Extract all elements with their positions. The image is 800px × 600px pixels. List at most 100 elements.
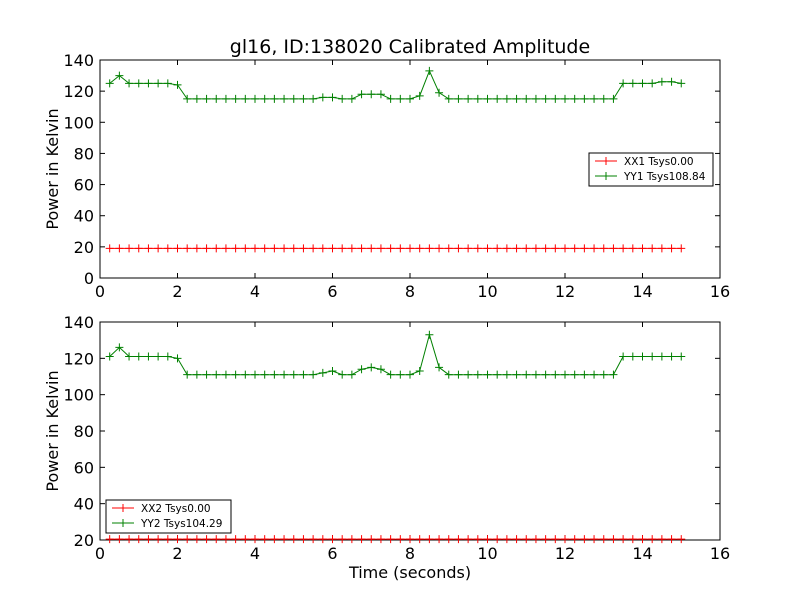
data-point-marker (502, 244, 511, 253)
data-point-marker (251, 535, 259, 544)
data-point-marker (667, 535, 676, 544)
data-point-marker (638, 352, 647, 361)
legend-swatch-marker (602, 172, 610, 180)
data-point-marker (493, 244, 502, 253)
data-point-marker (192, 244, 201, 253)
y-tick-label: 140 (63, 313, 94, 332)
data-point-marker (522, 244, 531, 253)
data-point-marker (570, 535, 579, 544)
y-tick-label: 40 (74, 495, 94, 514)
data-point-marker (512, 370, 521, 379)
data-point-marker (425, 330, 434, 339)
data-point-marker (406, 370, 414, 379)
data-point-marker (638, 244, 647, 253)
data-point-marker (628, 244, 637, 253)
x-tick-label: 8 (405, 282, 415, 301)
data-point-marker (376, 244, 385, 253)
data-point-marker (251, 370, 259, 379)
x-tick-label: 8 (405, 544, 415, 563)
data-point-marker (134, 352, 143, 361)
x-tick-label: 4 (250, 282, 260, 301)
data-point-marker (125, 244, 134, 253)
data-point-marker (609, 535, 618, 544)
data-point-marker (435, 244, 444, 253)
data-point-marker (173, 80, 182, 89)
y-tick-label: 80 (74, 422, 94, 441)
data-point-marker (590, 535, 599, 544)
data-point-marker (251, 244, 259, 253)
data-point-marker (551, 535, 560, 544)
data-point-marker (483, 535, 492, 544)
data-point-marker (202, 244, 211, 253)
data-point-marker (609, 370, 618, 379)
data-point-marker (541, 94, 550, 103)
data-point-marker (125, 352, 134, 361)
data-point-marker (444, 244, 453, 253)
data-point-marker (590, 244, 599, 253)
data-point-marker (144, 79, 153, 88)
data-point-marker (347, 94, 356, 103)
data-point-marker (667, 244, 676, 253)
y-tick-label: 0 (84, 269, 94, 288)
y-tick-label: 20 (74, 238, 94, 257)
y-tick-label: 80 (74, 144, 94, 163)
data-point-marker (483, 370, 492, 379)
data-point-marker (328, 367, 337, 376)
data-point-marker (396, 370, 405, 379)
data-point-marker (425, 535, 434, 544)
chart-title: gl16, ID:138020 Calibrated Amplitude (230, 36, 590, 58)
data-point-marker (134, 244, 143, 253)
data-point-marker (144, 244, 153, 253)
data-point-marker (648, 79, 657, 88)
data-point-marker (435, 535, 444, 544)
data-point-marker (154, 244, 163, 253)
data-point-marker (212, 370, 221, 379)
data-point-marker (464, 535, 473, 544)
data-point-marker (280, 370, 289, 379)
data-point-marker (183, 244, 192, 253)
data-point-marker (677, 79, 686, 88)
data-point-marker (454, 244, 463, 253)
data-point-marker (202, 535, 211, 544)
data-point-marker (396, 244, 405, 253)
data-point-marker (396, 94, 405, 103)
data-point-marker (415, 535, 424, 544)
data-point-marker (454, 370, 463, 379)
x-tick-label: 4 (250, 544, 260, 563)
data-point-marker (561, 535, 569, 544)
data-point-marker (406, 244, 414, 253)
data-point-marker (367, 90, 376, 99)
legend-label: YY1 Tsys108.84 (623, 171, 706, 183)
data-point-marker (144, 535, 153, 544)
data-point-marker (212, 535, 221, 544)
data-point-marker (386, 535, 395, 544)
data-point-marker (367, 535, 376, 544)
data-point-marker (570, 94, 579, 103)
data-point-marker (667, 352, 676, 361)
data-point-marker (338, 370, 347, 379)
data-point-marker (280, 535, 289, 544)
data-point-marker (512, 94, 521, 103)
data-point-marker (580, 535, 589, 544)
data-point-marker (628, 352, 637, 361)
legend-box (105, 499, 232, 534)
data-point-marker (648, 352, 657, 361)
data-point-marker (115, 71, 124, 80)
y-tick-label: 120 (63, 82, 94, 101)
data-point-marker (444, 370, 453, 379)
y-tick-label: 60 (74, 458, 94, 477)
data-point-marker (105, 244, 114, 253)
data-point-marker (221, 535, 230, 544)
data-point-marker (561, 94, 569, 103)
data-point-marker (241, 94, 250, 103)
data-point-marker (173, 535, 182, 544)
data-point-marker (173, 244, 182, 253)
data-point-marker (221, 370, 230, 379)
y-axis-label: Power in Kelvin (43, 370, 62, 491)
data-point-marker (512, 244, 521, 253)
data-point-marker (483, 94, 492, 103)
data-point-marker (105, 535, 114, 544)
x-tick-label: 0 (95, 544, 105, 563)
data-point-marker (154, 79, 163, 88)
data-point-marker (357, 535, 366, 544)
